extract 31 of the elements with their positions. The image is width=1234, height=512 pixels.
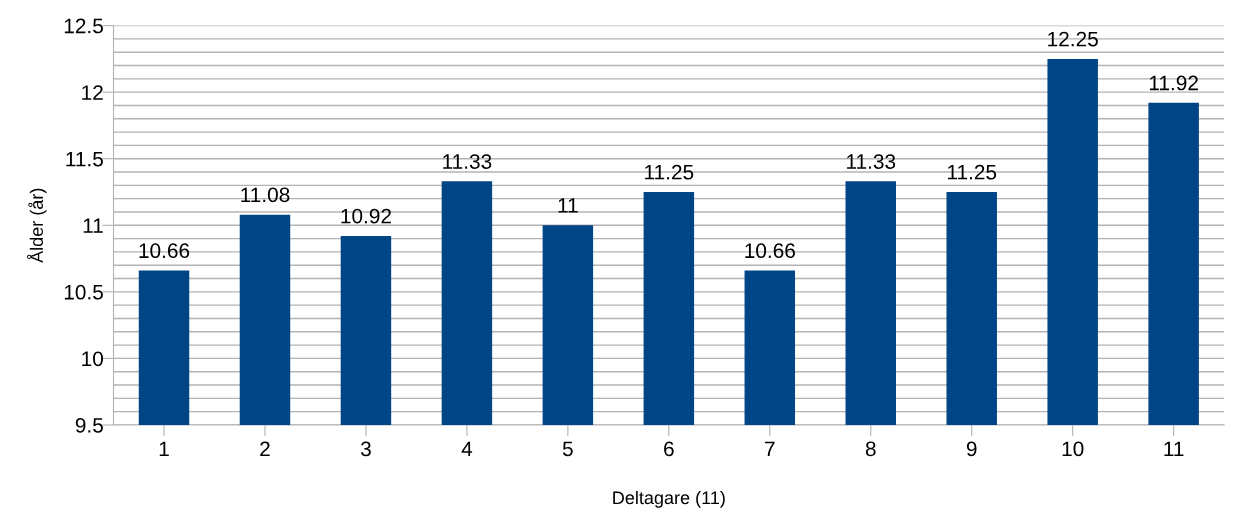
x-tick-label: 7 [765, 441, 775, 457]
data-label: 11.33 [443, 154, 492, 169]
y-tick-label: 12.5 [64, 18, 103, 34]
x-tick-label: 11 [1164, 441, 1184, 457]
data-label: 11.08 [241, 187, 290, 203]
x-tick-label: 2 [260, 441, 270, 457]
y-tick-label: 11 [83, 218, 103, 233]
x-tick-label: 1 [159, 441, 169, 457]
x-tick-label: 9 [966, 441, 977, 457]
x-tick-label: 4 [461, 441, 473, 457]
x-tick-label: 6 [664, 441, 674, 457]
y-axis-title: Ålder (år) [27, 188, 47, 263]
data-label: 11.25 [645, 164, 694, 180]
data-label: 11 [558, 198, 578, 213]
x-axis-title: Deltagare (11) [613, 490, 725, 508]
y-tick-label: 10 [82, 351, 103, 367]
data-label: 11.25 [948, 164, 997, 180]
x-tick-label: 3 [360, 441, 371, 457]
y-tick-label: 11.5 [66, 151, 103, 167]
y-tick-label: 12 [82, 85, 103, 100]
x-tick-label: 10 [1062, 441, 1084, 457]
data-label: 12.25 [1048, 31, 1098, 47]
y-tick-label: 10.5 [64, 284, 103, 300]
x-tick-label: 8 [865, 441, 876, 457]
x-tick-label: 5 [562, 441, 573, 457]
data-label: 10.66 [745, 243, 795, 259]
y-tick-label: 9.5 [75, 417, 103, 433]
data-label: 10.66 [139, 243, 190, 259]
data-label: 10.92 [341, 208, 391, 224]
data-label: 11.92 [1149, 75, 1198, 91]
data-label: 11.33 [847, 154, 896, 169]
